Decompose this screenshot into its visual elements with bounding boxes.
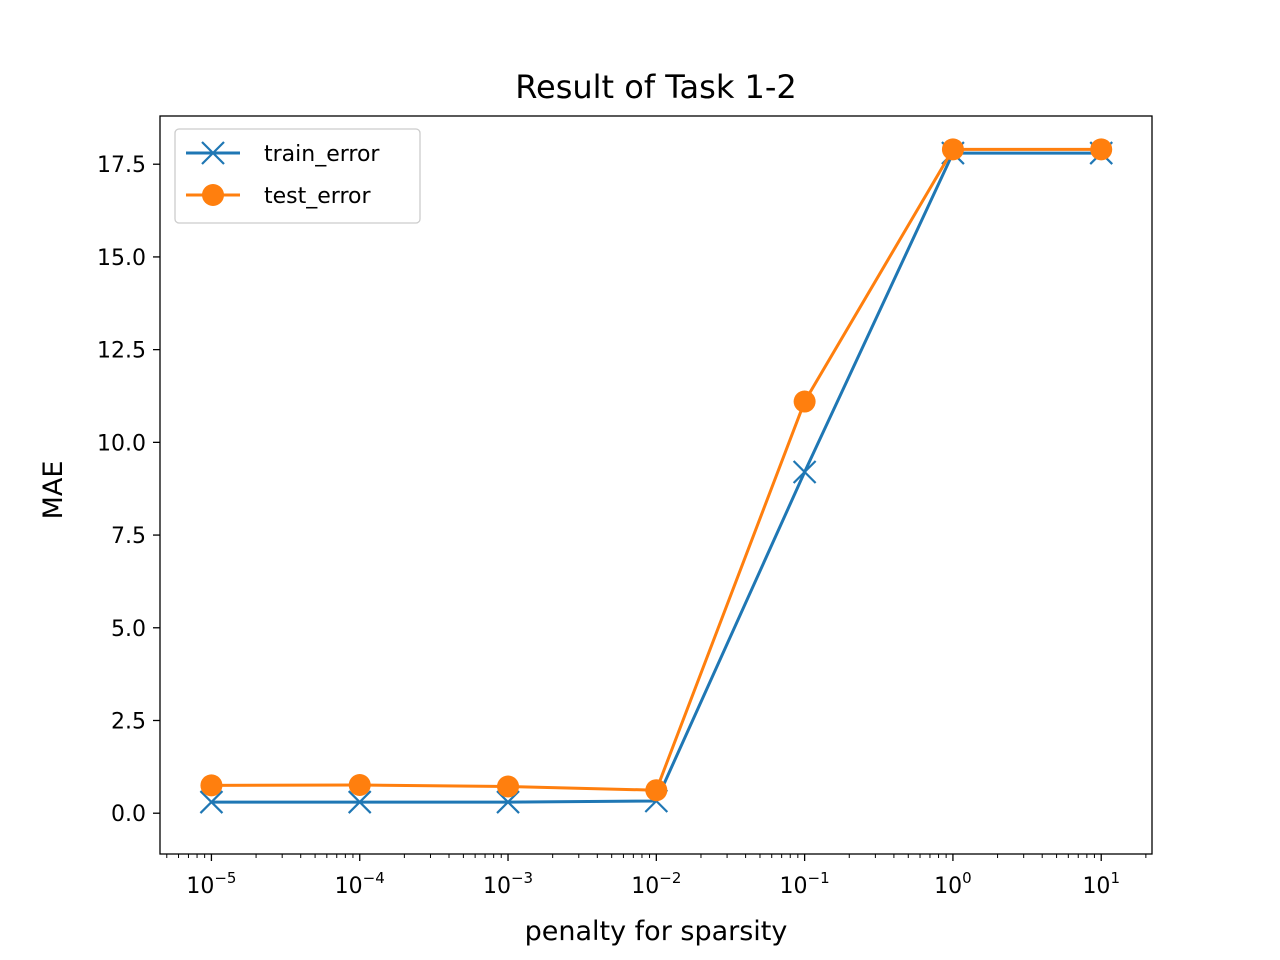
data-point-train_error <box>347 790 372 814</box>
legend-label: train_error <box>264 142 380 167</box>
data-point-test_error <box>497 775 520 798</box>
y-tick-label: 2.5 <box>111 709 146 734</box>
data-point-test_error <box>645 779 668 802</box>
chart-title: Result of Task 1-2 <box>515 68 797 106</box>
y-tick-label: 10.0 <box>97 431 146 456</box>
x-tick-label: 10−1 <box>780 869 830 899</box>
x-tick-label: 10−3 <box>483 869 533 899</box>
x-tick-label: 101 <box>1082 869 1120 899</box>
legend: train_error test_error <box>174 128 421 224</box>
y-tick-label: 7.5 <box>111 524 146 549</box>
x-axis-ticks: 10−5 10−4 10−3 10−2 10−1 100 101 <box>186 854 1120 899</box>
x-minor-ticks <box>166 854 1147 858</box>
y-tick-label: 5.0 <box>111 617 146 642</box>
series-layer <box>199 138 1113 814</box>
data-point-train_error <box>792 460 817 484</box>
x-tick-label: 100 <box>934 869 972 899</box>
legend-marker <box>201 141 225 165</box>
x-tick-label: 10−4 <box>335 869 385 899</box>
legend-item-train_error: train_error <box>186 141 380 167</box>
data-point-test_error <box>941 138 964 161</box>
y-tick-label: 17.5 <box>97 153 146 178</box>
y-tick-label: 0.0 <box>111 802 146 827</box>
x-tick-label: 10−5 <box>186 869 236 899</box>
plot-frame <box>159 115 1153 855</box>
data-point-test_error <box>1090 138 1113 161</box>
y-axis-label: MAE <box>38 461 69 520</box>
x-axis-label: penalty for sparsity <box>525 916 788 947</box>
data-point-train_error <box>496 790 520 814</box>
legend-label: test_error <box>264 184 371 209</box>
data-point-test_error <box>348 774 371 797</box>
y-axis-ticks: 0.0 2.5 5.0 7.5 10.0 12.5 15.0 17.5 <box>97 153 160 827</box>
x-tick-label: 10−2 <box>631 869 681 899</box>
data-point-train_error <box>199 790 224 814</box>
data-point-test_error <box>793 390 816 413</box>
y-tick-label: 15.0 <box>97 246 146 271</box>
legend-item-test_error: test_error <box>186 184 371 209</box>
data-point-test_error <box>200 774 223 797</box>
y-tick-label: 12.5 <box>97 339 146 364</box>
legend-marker <box>202 184 224 206</box>
